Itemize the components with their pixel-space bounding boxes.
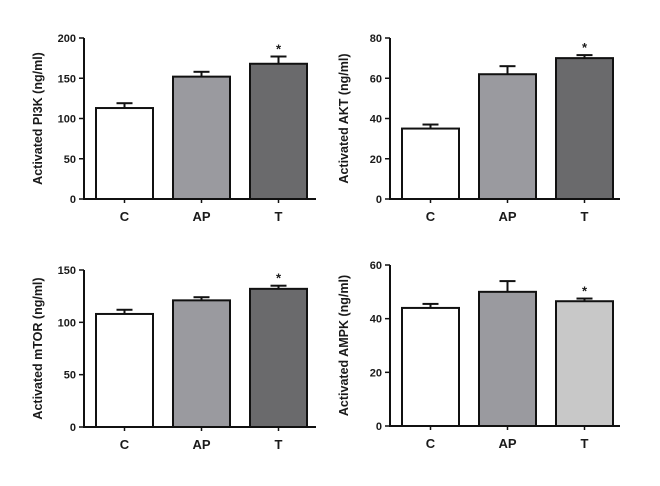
y-tick-label: 0 bbox=[376, 194, 382, 206]
y-tick-label: 20 bbox=[370, 154, 382, 166]
y-tick-label: 200 bbox=[58, 33, 76, 45]
y-tick-label: 50 bbox=[64, 370, 76, 382]
bar-ap bbox=[172, 299, 231, 428]
y-axis-title: Activated AMPK (ng/ml) bbox=[337, 275, 351, 416]
bar-ap bbox=[478, 73, 537, 200]
y-tick-label: 50 bbox=[64, 154, 76, 166]
significance-marker: * bbox=[582, 40, 588, 55]
bar-t bbox=[555, 57, 614, 200]
x-category-label: T bbox=[581, 436, 589, 451]
y-tick-label: 0 bbox=[70, 194, 76, 206]
significance-marker: * bbox=[582, 284, 588, 299]
x-category-label: AP bbox=[498, 209, 516, 224]
y-tick-label: 60 bbox=[370, 73, 382, 85]
x-category-label: T bbox=[275, 209, 283, 224]
x-category-label: C bbox=[120, 437, 130, 452]
chart-panel-akt: 0 20 40 60 80 Activated AKT (ng/ml) C AP * T bbox=[337, 33, 620, 224]
x-category-label: AP bbox=[498, 436, 516, 451]
bar-t bbox=[249, 62, 308, 201]
y-tick-label: 20 bbox=[370, 367, 382, 379]
bar-c bbox=[401, 127, 460, 200]
x-category-label: AP bbox=[192, 209, 210, 224]
x-category-label: AP bbox=[192, 437, 210, 452]
x-category-label: T bbox=[275, 437, 283, 452]
y-tick-label: 0 bbox=[70, 422, 76, 434]
y-tick-label: 150 bbox=[58, 73, 76, 85]
y-tick-label: 0 bbox=[376, 421, 382, 433]
bar-c bbox=[401, 306, 460, 427]
bar-c bbox=[95, 312, 154, 428]
chart-panel-mtor: 0 50 100 150 Activated mTOR (ng/ml) C AP * T bbox=[31, 265, 316, 452]
y-tick-label: 40 bbox=[370, 314, 382, 326]
bar-t bbox=[555, 300, 614, 428]
significance-marker: * bbox=[276, 271, 282, 286]
chart-panel-pi3k: 0 50 100 150 200 Activated PI3K (ng/ml) C AP * T bbox=[31, 33, 316, 224]
bar-c bbox=[95, 107, 154, 200]
y-tick-label: 100 bbox=[58, 317, 76, 329]
y-tick-label: 60 bbox=[370, 260, 382, 272]
y-tick-label: 100 bbox=[58, 114, 76, 126]
y-tick-label: 80 bbox=[370, 33, 382, 45]
y-axis-title: Activated mTOR (ng/ml) bbox=[31, 277, 45, 419]
bar-t bbox=[249, 287, 308, 428]
y-tick-label: 150 bbox=[58, 265, 76, 277]
y-axis-title: Activated AKT (ng/ml) bbox=[337, 53, 351, 183]
chart-panel-ampk: 0 20 40 60 Activated AMPK (ng/ml) C AP * T bbox=[337, 260, 620, 451]
x-category-label: C bbox=[120, 209, 130, 224]
x-category-label: C bbox=[426, 209, 436, 224]
y-tick-label: 40 bbox=[370, 114, 382, 126]
x-category-label: C bbox=[426, 436, 436, 451]
x-category-label: T bbox=[581, 209, 589, 224]
bar-ap bbox=[172, 75, 231, 200]
significance-marker: * bbox=[276, 42, 282, 57]
bar-ap bbox=[478, 290, 537, 428]
y-axis-title: Activated PI3K (ng/ml) bbox=[31, 52, 45, 185]
